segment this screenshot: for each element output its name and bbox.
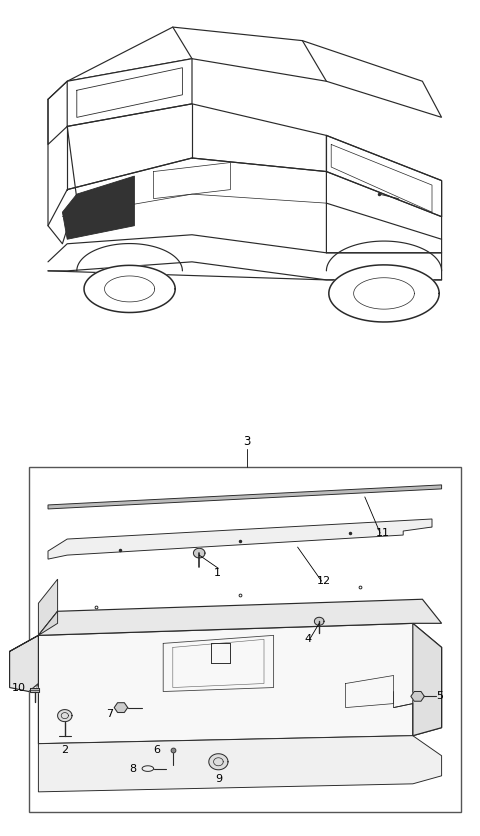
- Text: 4: 4: [305, 635, 312, 645]
- Text: 5: 5: [436, 691, 443, 701]
- Text: 3: 3: [243, 435, 251, 447]
- Polygon shape: [314, 617, 324, 625]
- Text: 1: 1: [214, 568, 221, 579]
- Text: 2: 2: [61, 745, 68, 755]
- Text: 7: 7: [106, 709, 113, 719]
- Text: 10: 10: [12, 682, 26, 692]
- Polygon shape: [38, 624, 442, 744]
- Polygon shape: [38, 736, 442, 792]
- Bar: [29, 466, 461, 812]
- Text: 6: 6: [153, 745, 160, 755]
- Polygon shape: [48, 519, 432, 559]
- Text: 12: 12: [317, 576, 331, 586]
- Polygon shape: [10, 635, 38, 691]
- Polygon shape: [48, 485, 442, 509]
- Polygon shape: [62, 176, 134, 239]
- Polygon shape: [114, 703, 128, 712]
- Polygon shape: [10, 611, 58, 651]
- Text: 11: 11: [375, 528, 389, 538]
- Polygon shape: [38, 579, 58, 635]
- Polygon shape: [84, 265, 175, 313]
- Polygon shape: [67, 27, 442, 117]
- Polygon shape: [329, 265, 439, 322]
- Text: 8: 8: [130, 763, 137, 773]
- Polygon shape: [38, 599, 442, 635]
- Polygon shape: [58, 710, 72, 721]
- Polygon shape: [30, 688, 39, 692]
- Polygon shape: [413, 624, 442, 736]
- Polygon shape: [193, 548, 205, 558]
- Text: 9: 9: [215, 774, 222, 784]
- Polygon shape: [67, 59, 192, 126]
- Polygon shape: [411, 691, 424, 701]
- Polygon shape: [209, 754, 228, 770]
